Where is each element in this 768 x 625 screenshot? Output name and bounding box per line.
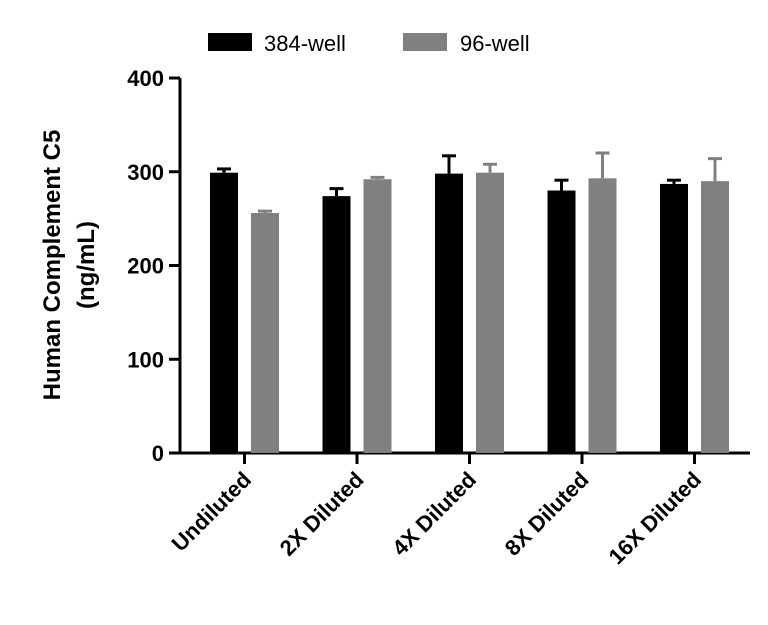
bar-384-well [322,196,351,453]
x-category-label: Undiluted [167,467,256,556]
bars [210,151,729,453]
y-axis: 0 100 200 300 400 [127,66,182,466]
x-axis [178,451,750,464]
y-axis-title-line1: Human Complement C5 [39,130,66,401]
legend: 384-well 96-well [208,31,530,56]
bar-96-well [363,179,392,453]
y-tick-label: 400 [127,66,164,91]
y-tick-label: 200 [127,254,164,279]
y-axis-title-line2: (ng/mL) [73,221,100,309]
legend-swatch-384-well [208,33,252,51]
bar-384-well [435,173,463,453]
y-axis-title: Human Complement C5 (ng/mL) [39,130,100,401]
y-tick-label: 300 [127,160,164,185]
bar-384-well [660,183,688,453]
y-tick-label: 0 [152,441,164,466]
bar-96-well [588,178,617,453]
x-category-label: 2X Diluted [275,467,369,561]
legend-label-384-well: 384-well [264,31,346,56]
bar-96-well [251,213,279,453]
x-category-label: 4X Diluted [387,467,481,561]
legend-label-96-well: 96-well [460,31,530,56]
legend-swatch-96-well [403,33,447,51]
y-tick-label: 100 [127,347,164,372]
bar-384-well [210,172,238,453]
x-category-label: 8X Diluted [500,467,594,561]
bar-384-well [547,190,576,453]
bar-96-well [476,172,504,453]
x-axis-labels: Undiluted 2X Diluted 4X Diluted 8X Diluted 1… [167,467,706,569]
x-category-label: 16X Diluted [604,467,706,569]
bar-96-well [701,181,729,453]
